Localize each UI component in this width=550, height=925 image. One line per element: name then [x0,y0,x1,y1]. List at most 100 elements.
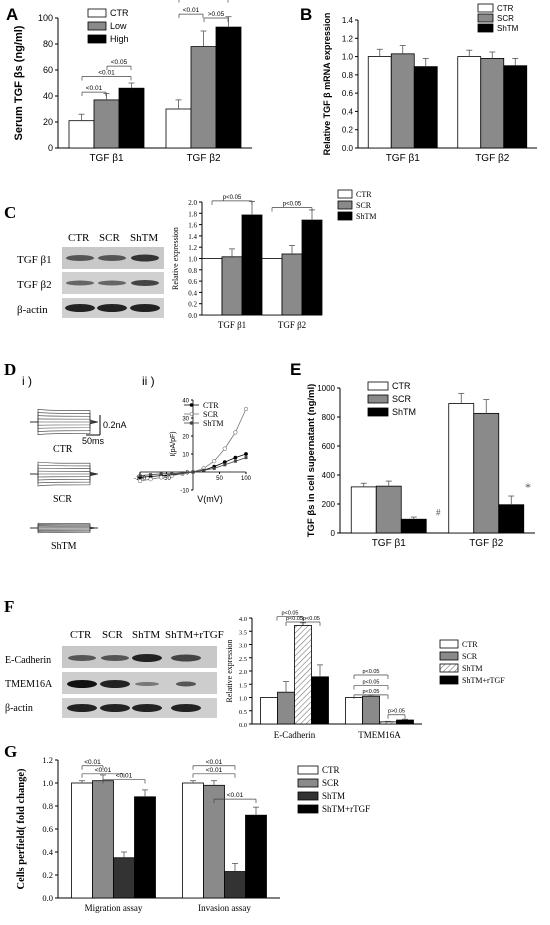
bar-high [215,26,242,149]
y-tick-label: 200 [322,500,336,509]
y-tick-label: 0.4 [42,847,53,857]
iv-point [222,446,227,451]
y-tick-label: 0 [331,529,336,538]
blot-band [98,255,126,261]
sig-label: <0.01 [86,85,103,92]
y-tick-label: 3.0 [239,643,247,650]
legend-swatch [367,381,389,391]
chart-f: 0.0 0.5 1.0 1.5 2.0 2.5 3.0 3.5 4.0 Relative expr… [225,611,505,740]
blot-band [101,655,129,661]
sig-label: <0.01 [84,759,101,766]
y-tick-label: 1.0 [239,696,247,703]
blot-band [132,654,162,662]
legend-label: ShTM [497,24,519,33]
trace-scr [30,470,99,475]
bar-shtm [113,857,135,899]
blot-band [66,255,94,261]
scalebar-x-label: 50ms [82,436,105,446]
panel-label-e: E [290,360,301,379]
iv-point [180,471,184,475]
y-tick-label: 20 [182,435,189,441]
trace-scr [30,467,99,475]
legend-swatch [87,8,107,18]
legend-label: CTR [322,765,340,775]
bar-scr [221,256,243,316]
y-tick-label: 4.0 [239,616,247,623]
legend-swatch [477,13,494,23]
legend-label: ShTM [462,664,482,673]
trace-shtm [30,526,99,529]
iv-point [222,460,227,465]
y-tick-label: 80 [43,39,53,49]
sig-label: p<0.05 [363,689,380,695]
blot-band [171,704,201,712]
blot-c: CTR SCR ShTM TGF β1 TGF β2 β-actin [17,232,164,318]
iv-point [244,456,248,460]
y-tick-label: 0.6 [342,89,354,98]
bar-ctr [457,56,482,149]
y-tick-label: 0.0 [42,893,53,903]
bar-shtm [379,721,397,725]
d-sub-i: i ) [22,374,32,388]
y-tick-label: 800 [322,413,336,422]
y-tick-label: 30 [182,417,189,423]
bar-scr [92,780,114,899]
legend-label: ShTM [322,791,345,801]
blot-f-lane-scr: SCR [102,629,123,641]
y-tick-label: 1.6 [188,222,197,230]
y-tick-label: 0 [186,471,190,477]
y-tick-label: 0.6 [188,278,197,286]
y-tick-label: 1.2 [42,755,53,765]
blot-band [66,280,94,286]
legend-marker [189,412,194,416]
blot-band [131,254,159,262]
iv-point [170,472,174,476]
sig-label: <0.01 [98,70,115,77]
blot-band [97,304,127,312]
legend-swatch [439,663,459,673]
iv-point [159,475,164,480]
bar-shtm-rtgf [134,796,156,899]
x-category-label: TGF β2 [278,320,306,330]
blot-f-row-tmem: TMEM16A [5,679,53,690]
y-tick-label: 0.4 [188,289,197,297]
y-axis-label: Cells perfield( fold change) [16,768,27,890]
trace-ctr [30,412,99,423]
y-tick-label: 40 [182,399,189,405]
sig-label: <0.01 [206,767,223,774]
x-category-label: TGF β2 [469,538,504,549]
legend-label: ShTM [392,407,416,417]
x-tick-label: 50 [216,476,223,482]
y-axis-label: Relative expression [171,227,180,290]
y-tick-label: 0.6 [42,824,53,834]
blot-f-lane-ctr: CTR [70,629,92,641]
bar-shtm-rtgf [245,814,267,899]
x-category-label: TGF β2 [475,153,510,164]
legend-swatch [439,675,459,685]
legend-marker [189,421,194,425]
blot-band [131,280,159,286]
sig-label: <0.01 [183,7,200,14]
legend-swatch [337,200,353,210]
chart-b: 0.0 0.2 0.4 0.6 0.8 1.0 1.2 1.4 Relative TGF β m… [322,3,537,164]
bar-ctr [260,697,278,725]
y-tick-label: 0.0 [239,722,247,729]
patch-clamp-traces: i ) CTR SCR ShTM 0.2nA 50ms ii ) [22,374,155,552]
legend-label: ShTM [203,419,223,428]
trace-scr [30,473,99,478]
sig-label: p<0.05 [282,611,299,617]
trace-scr [30,473,99,484]
chart-g: 0.0 0.2 0.4 0.6 0.8 1.0 1.2 Cells perfield( fol… [16,755,370,913]
legend-swatch [477,23,494,33]
legend-swatch [367,394,389,404]
trace-shtm [30,522,99,529]
y-tick-label: 400 [322,471,336,480]
sig-label: <0.01 [116,773,133,780]
blot-band [135,682,159,686]
y-tick-label: 0.4 [342,107,354,116]
blot-band [176,681,196,687]
legend-label: High [110,34,129,44]
trace-label-ctr: CTR [53,444,73,455]
